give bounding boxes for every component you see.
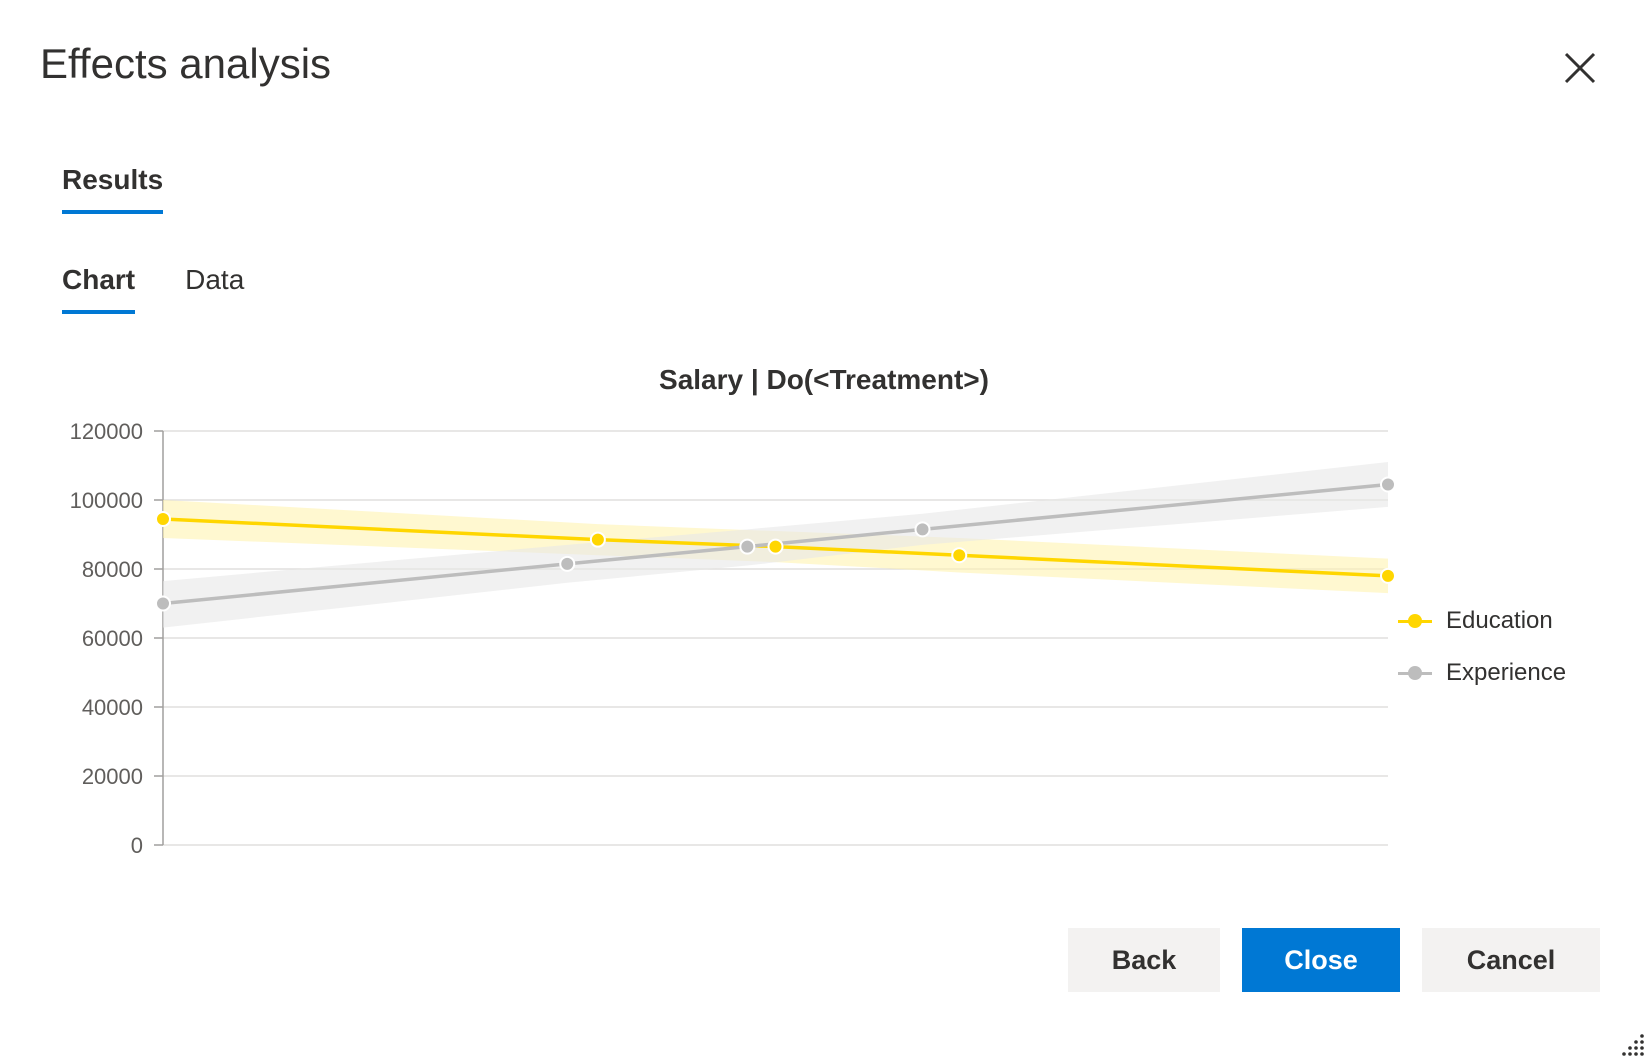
- close-button[interactable]: Close: [1242, 928, 1400, 992]
- subtab-data[interactable]: Data: [185, 264, 245, 295]
- legend-item-education[interactable]: Education: [1398, 595, 1566, 647]
- y-tick-label: 20000: [82, 764, 143, 789]
- data-point-experience: [739, 538, 756, 555]
- back-button[interactable]: Back: [1068, 928, 1220, 992]
- data-point-education: [589, 531, 606, 548]
- data-point-experience: [155, 595, 171, 612]
- data-point-experience: [559, 555, 576, 572]
- y-tick-label: 100000: [70, 488, 143, 513]
- cancel-button[interactable]: Cancel: [1422, 928, 1600, 992]
- chart-area: Salary | Do(<Treatment>) 120000 100000 800…: [0, 340, 1648, 880]
- data-point-education: [951, 547, 968, 564]
- close-icon[interactable]: [1562, 50, 1612, 100]
- subtab-bar: Chart Data: [62, 264, 244, 314]
- dialog-title: Effects analysis: [40, 40, 332, 87]
- y-tick-label: 40000: [82, 695, 143, 720]
- tab-results[interactable]: Results: [62, 164, 164, 214]
- chart-svg: 120000 100000 80000 60000 40000 20000 0: [70, 419, 1396, 858]
- y-tick-label: 120000: [70, 419, 143, 444]
- chart-legend: Education Experience: [1398, 595, 1566, 699]
- y-tick-label: 0: [131, 833, 143, 858]
- data-point-education: [767, 538, 784, 555]
- data-point-education: [1380, 567, 1396, 584]
- resize-grip-icon[interactable]: [1622, 1030, 1646, 1056]
- data-point-education: [155, 510, 171, 527]
- legend-swatch-experience: [1398, 665, 1432, 681]
- subtab-chart[interactable]: Chart: [62, 264, 136, 314]
- legend-label-experience: Experience: [1446, 659, 1567, 686]
- legend-item-experience[interactable]: Experience: [1398, 647, 1566, 699]
- chart-title: Salary | Do(<Treatment>): [659, 364, 989, 395]
- y-tick-label: 60000: [82, 626, 143, 651]
- y-tick-label: 80000: [82, 557, 143, 582]
- data-point-experience: [914, 521, 931, 538]
- dialog-buttons: Back Close Cancel: [1068, 928, 1600, 992]
- legend-swatch-education: [1398, 613, 1432, 629]
- legend-label-education: Education: [1446, 607, 1553, 634]
- data-point-experience: [1380, 476, 1396, 493]
